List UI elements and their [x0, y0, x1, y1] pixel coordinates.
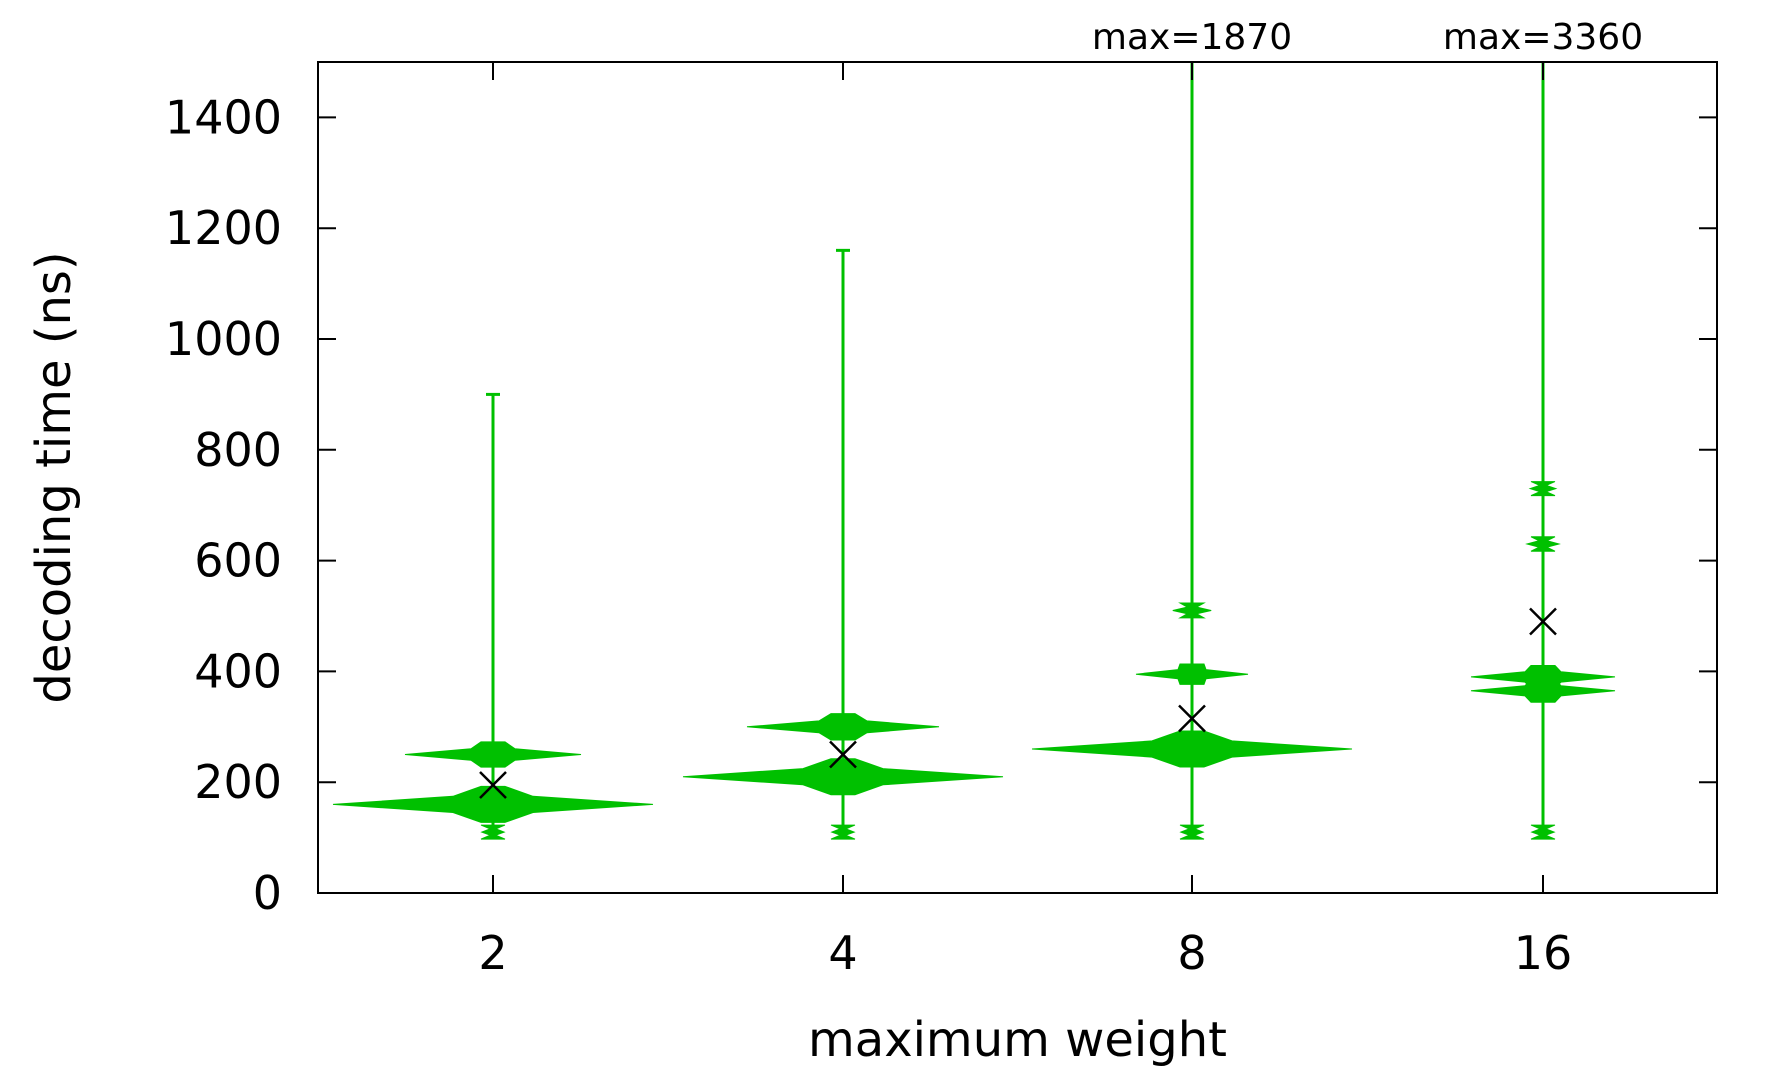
x-tick-label: 8: [1177, 926, 1206, 980]
y-tick-label: 800: [194, 423, 282, 477]
violin-mode: [830, 824, 856, 840]
y-tick-label: 0: [253, 866, 282, 920]
mean-marker: [479, 771, 507, 799]
y-tick-label: 600: [194, 534, 282, 588]
violins-layer: [332, 62, 1616, 840]
x-tick-label: 2: [478, 926, 507, 980]
violin-mode: [1470, 665, 1616, 689]
violin-mode: [746, 713, 940, 741]
y-tick-label: 1200: [165, 201, 282, 255]
violin-2: [332, 392, 654, 840]
violin-mode: [1528, 481, 1558, 497]
mean-marker: [1529, 607, 1557, 636]
y-tick-label: 1000: [165, 312, 282, 366]
means-layer: [479, 607, 1557, 799]
mean-marker: [1178, 704, 1206, 733]
max-annotation: max=1870: [1092, 17, 1292, 58]
y-axis: 0 200 400 600 800 1000 1200 1400: [165, 90, 1717, 920]
violin-mode: [404, 741, 582, 768]
y-tick-label: 400: [194, 644, 282, 698]
violin-mode: [1135, 663, 1249, 685]
y-tick-label: 200: [194, 755, 282, 809]
plot-frame: [317, 61, 1718, 894]
y-axis-label: decoding time (ns): [26, 251, 82, 703]
violin-mode: [1525, 536, 1561, 552]
x-axis-label: maximum weight: [808, 1012, 1227, 1068]
violin-mode: [1031, 730, 1353, 768]
violin-16: [1470, 62, 1616, 840]
violin-mode: [1530, 824, 1556, 840]
violin-mode: [682, 758, 1004, 796]
violin-mode: [1172, 602, 1212, 619]
x-tick-label: 16: [1514, 926, 1573, 980]
violin-mode: [332, 785, 654, 823]
violin-4: [682, 248, 1004, 840]
x-tick-label: 4: [828, 926, 857, 980]
annotations-layer: max=1870 max=3360: [1092, 17, 1643, 58]
x-axis: 2 4 8 16: [478, 62, 1572, 980]
violin-8: [1031, 62, 1353, 840]
violin-mode: [1179, 824, 1205, 840]
y-tick-label: 1400: [165, 90, 282, 144]
max-annotation: max=3360: [1443, 17, 1643, 58]
mean-marker: [829, 740, 857, 769]
violin-mode: [480, 824, 506, 840]
